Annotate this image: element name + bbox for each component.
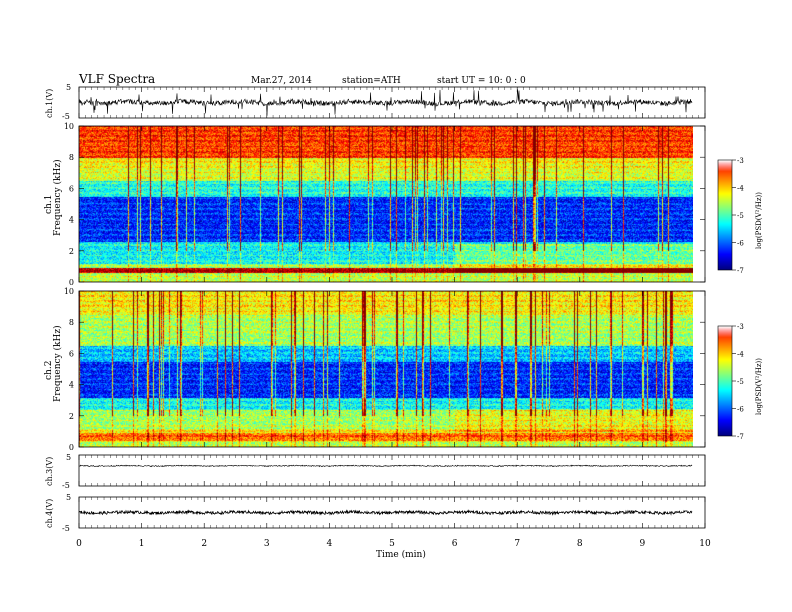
ch1-colorbar-ticks: -3 -4 -5 -6 -7 bbox=[732, 157, 744, 275]
time-tick-label: 4 bbox=[327, 539, 333, 549]
time-axis-ticks: 0 1 2 3 4 5 6 7 8 9 10 bbox=[76, 87, 711, 549]
colorbar-tick-label: -5 bbox=[737, 212, 744, 220]
figure-title: VLF Spectra bbox=[78, 72, 155, 86]
colorbar-tick-label: -4 bbox=[737, 351, 744, 359]
colorbar-tick-label: -7 bbox=[737, 267, 744, 275]
ch1-colorbar bbox=[718, 160, 732, 270]
freq-tick-label: 4 bbox=[69, 381, 74, 390]
ch3-ytick-top: 5 bbox=[66, 453, 71, 462]
freq-tick-label: 2 bbox=[69, 247, 74, 256]
ch2-channel-label: ch.2 bbox=[44, 361, 54, 380]
ch1-ytick-top: 5 bbox=[66, 83, 71, 92]
station-label: station=ATH bbox=[342, 76, 401, 86]
ch3-waveform-trace bbox=[78, 464, 693, 468]
colorbar-tick-label: -6 bbox=[737, 406, 744, 414]
time-tick-label: 3 bbox=[264, 539, 270, 549]
ch3-ylabel: ch.3(V) bbox=[45, 457, 54, 486]
ch1-waveform-panel: 5 -5 ch.1(V) bbox=[45, 83, 706, 121]
ch2-freq-axis-label: Frequency (kHz) bbox=[52, 325, 63, 402]
time-tick-label: 8 bbox=[577, 539, 583, 549]
freq-tick-label: 10 bbox=[64, 287, 74, 296]
ch1-colorbar-label: log(PSD(V²/Hz)) bbox=[755, 192, 763, 249]
ch1-freq-axis-label: Frequency (kHz) bbox=[52, 159, 63, 236]
ch4-ytick-bottom: -5 bbox=[62, 524, 70, 533]
ch4-waveform-panel: 5 -5 ch.4(V) bbox=[45, 493, 706, 533]
ch1-channel-label: ch.1 bbox=[44, 195, 54, 214]
freq-tick-label: 6 bbox=[69, 349, 74, 358]
ch1-waveform-trace bbox=[78, 89, 693, 116]
freq-tick-label: 4 bbox=[69, 216, 74, 225]
colorbar-tick-label: -5 bbox=[737, 378, 744, 386]
date-label: Mar.27, 2014 bbox=[251, 76, 312, 86]
colorbar-tick-label: -3 bbox=[737, 323, 744, 331]
freq-tick-label: 0 bbox=[69, 278, 74, 287]
time-tick-label: 10 bbox=[699, 539, 711, 549]
freq-tick-label: 8 bbox=[69, 153, 74, 162]
ch4-ytick-top: 5 bbox=[66, 493, 71, 502]
time-tick-label: 9 bbox=[640, 539, 646, 549]
start-time-label: start UT = 10: 0 : 0 bbox=[437, 76, 526, 86]
colorbar-tick-label: -4 bbox=[737, 185, 744, 193]
ch2-colorbar bbox=[718, 326, 732, 436]
ch2-spectrogram-image bbox=[79, 291, 693, 447]
ch2-freq-ticks: 0 2 4 6 8 10 bbox=[64, 287, 705, 452]
ch1-ytick-bottom: -5 bbox=[62, 112, 70, 121]
ch2-colorbar-label: log(PSD(V²/Hz)) bbox=[755, 358, 763, 415]
ch4-ylabel: ch.4(V) bbox=[45, 499, 54, 528]
time-tick-label: 0 bbox=[76, 539, 82, 549]
ch2-colorbar-ticks: -3 -4 -5 -6 -7 bbox=[732, 323, 744, 441]
ch3-ytick-bottom: -5 bbox=[62, 481, 70, 490]
freq-tick-label: 6 bbox=[69, 184, 74, 193]
freq-tick-label: 10 bbox=[64, 122, 74, 131]
freq-tick-label: 0 bbox=[69, 443, 74, 452]
colorbar-tick-label: -7 bbox=[737, 433, 744, 441]
colorbar-tick-label: -3 bbox=[737, 157, 744, 165]
ch1-freq-ticks: 0 2 4 6 8 10 bbox=[64, 122, 705, 287]
time-tick-label: 6 bbox=[452, 539, 458, 549]
time-tick-label: 2 bbox=[201, 539, 207, 549]
freq-tick-label: 8 bbox=[69, 318, 74, 327]
time-tick-label: 7 bbox=[514, 539, 520, 549]
time-axis-label: Time (min) bbox=[376, 549, 426, 560]
freq-tick-label: 2 bbox=[69, 412, 74, 421]
ch1-spectrogram-image bbox=[79, 126, 693, 282]
ch1-ylabel: ch.1(V) bbox=[45, 89, 54, 118]
colorbar-tick-label: -6 bbox=[737, 240, 744, 248]
time-tick-label: 5 bbox=[389, 539, 395, 549]
ch4-waveform-trace bbox=[78, 509, 693, 516]
time-tick-label: 1 bbox=[139, 539, 145, 549]
ch3-waveform-panel: 5 -5 ch.3(V) bbox=[45, 453, 706, 490]
